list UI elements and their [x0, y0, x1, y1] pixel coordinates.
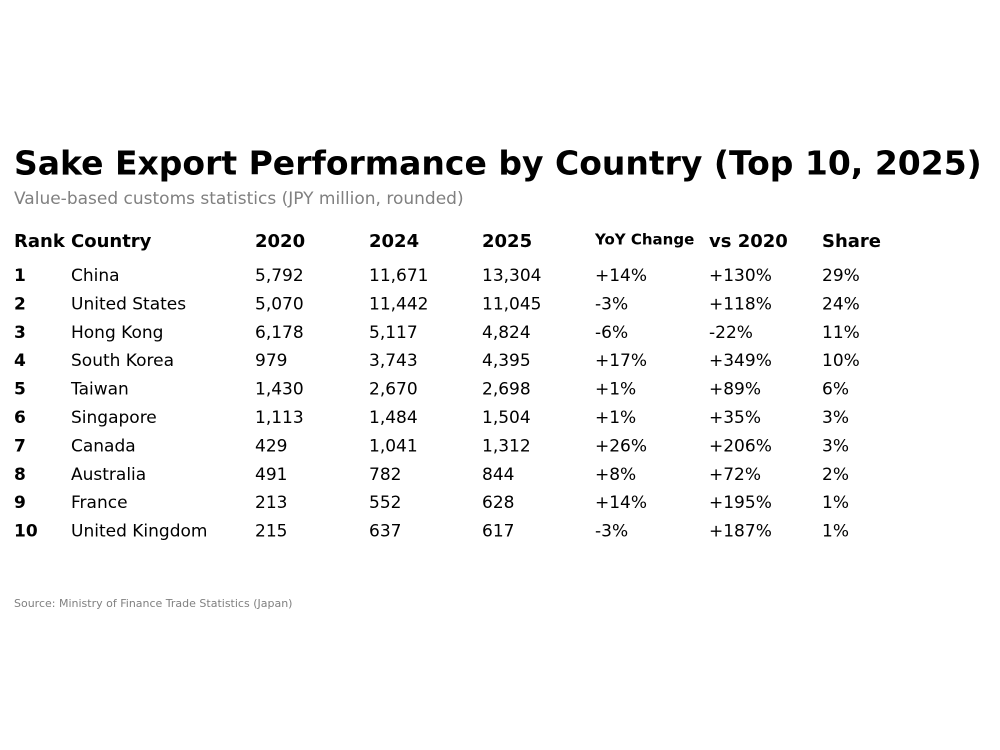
table-cell: 1,504: [482, 408, 531, 428]
table-cell: 11,045: [482, 294, 541, 314]
header-cell: Country: [71, 231, 152, 252]
table-cell: 1%: [822, 493, 849, 513]
table-cell: 215: [255, 522, 287, 542]
table-cell: +72%: [709, 465, 761, 485]
table-cell: Hong Kong: [71, 323, 163, 343]
table-cell: 637: [369, 522, 401, 542]
table-cell: 2,670: [369, 380, 418, 400]
header-cell: Rank: [14, 231, 66, 252]
table-cell: +1%: [595, 408, 636, 428]
table-cell: 3%: [822, 408, 849, 428]
table-cell: 1,484: [369, 408, 418, 428]
table-cell: -22%: [709, 323, 753, 343]
table-cell: 1,113: [255, 408, 304, 428]
table-cell: +349%: [709, 351, 772, 371]
table-cell: South Korea: [71, 351, 174, 371]
table-cell: 979: [255, 351, 287, 371]
table-cell: 552: [369, 493, 401, 513]
table-cell: 5,070: [255, 294, 304, 314]
rank-cell: 9: [14, 493, 26, 513]
table-cell: +206%: [709, 436, 772, 456]
header-cell: Share: [822, 231, 881, 252]
table-cell: 1,312: [482, 436, 531, 456]
table-cell: +195%: [709, 493, 772, 513]
table-cell: -3%: [595, 522, 628, 542]
rank-cell: 1: [14, 266, 26, 286]
table-cell: 3,743: [369, 351, 418, 371]
table-cell: +1%: [595, 380, 636, 400]
table-cell: 10%: [822, 351, 860, 371]
table-cell: +187%: [709, 522, 772, 542]
table-cell: -6%: [595, 323, 628, 343]
table-cell: China: [71, 266, 120, 286]
table-cell: 11%: [822, 323, 860, 343]
table-cell: +14%: [595, 493, 647, 513]
table-cell: +89%: [709, 380, 761, 400]
table-cell: +14%: [595, 266, 647, 286]
table-cell: 5,117: [369, 323, 418, 343]
header-cell: YoY Change: [594, 231, 694, 249]
table-cell: 2%: [822, 465, 849, 485]
table-cell: Australia: [71, 465, 146, 485]
table-cell: 1%: [822, 522, 849, 542]
table-cell: 11,671: [369, 266, 428, 286]
table-cell: -3%: [595, 294, 628, 314]
table-cell: 11,442: [369, 294, 428, 314]
source: Source: Ministry of Finance Trade Statis…: [14, 597, 292, 610]
table-cell: +26%: [595, 436, 647, 456]
rank-cell: 5: [14, 380, 26, 400]
table-cell: 491: [255, 465, 287, 485]
table-cell: 1,041: [369, 436, 418, 456]
table-cell: United States: [71, 294, 186, 314]
table-cell: France: [71, 493, 128, 513]
table-cell: 3%: [822, 436, 849, 456]
table-cell: 628: [482, 493, 514, 513]
table-cell: 4,824: [482, 323, 531, 343]
table-cell: 782: [369, 465, 401, 485]
table-cell: +118%: [709, 294, 772, 314]
rank-cell: 3: [14, 323, 26, 343]
table-cell: 29%: [822, 266, 860, 286]
table-cell: Canada: [71, 436, 136, 456]
table-cell: 13,304: [482, 266, 541, 286]
table-cell: 844: [482, 465, 514, 485]
table-cell: 617: [482, 522, 514, 542]
table-cell: +8%: [595, 465, 636, 485]
table-cell: United Kingdom: [71, 522, 207, 542]
header-cell: 2025: [482, 231, 532, 252]
table-cell: 213: [255, 493, 287, 513]
header-cell: 2024: [369, 231, 419, 252]
title: Sake Export Performance by Country (Top …: [14, 144, 982, 183]
table-cell: 2,698: [482, 380, 531, 400]
table-cell: Singapore: [71, 408, 157, 428]
table-cell: 4,395: [482, 351, 531, 371]
table-cell: +130%: [709, 266, 772, 286]
table-cell: 1,430: [255, 380, 304, 400]
rank-cell: 2: [14, 294, 26, 314]
rank-cell: 7: [14, 436, 26, 456]
header-cell: 2020: [255, 231, 305, 252]
rank-cell: 4: [14, 351, 26, 371]
header-cell: vs 2020: [709, 231, 788, 252]
rank-cell: 8: [14, 465, 26, 485]
table-cell: Taiwan: [70, 380, 129, 400]
table-cell: 6,178: [255, 323, 304, 343]
table-cell: 429: [255, 436, 287, 456]
table-cell: 5,792: [255, 266, 304, 286]
subtitle: Value-based customs statistics (JPY mill…: [14, 189, 464, 209]
table-cell: 24%: [822, 294, 860, 314]
rank-cell: 10: [14, 522, 38, 542]
rank-cell: 6: [14, 408, 26, 428]
table-cell: +35%: [709, 408, 761, 428]
table-cell: 6%: [822, 380, 849, 400]
table-cell: +17%: [595, 351, 647, 371]
